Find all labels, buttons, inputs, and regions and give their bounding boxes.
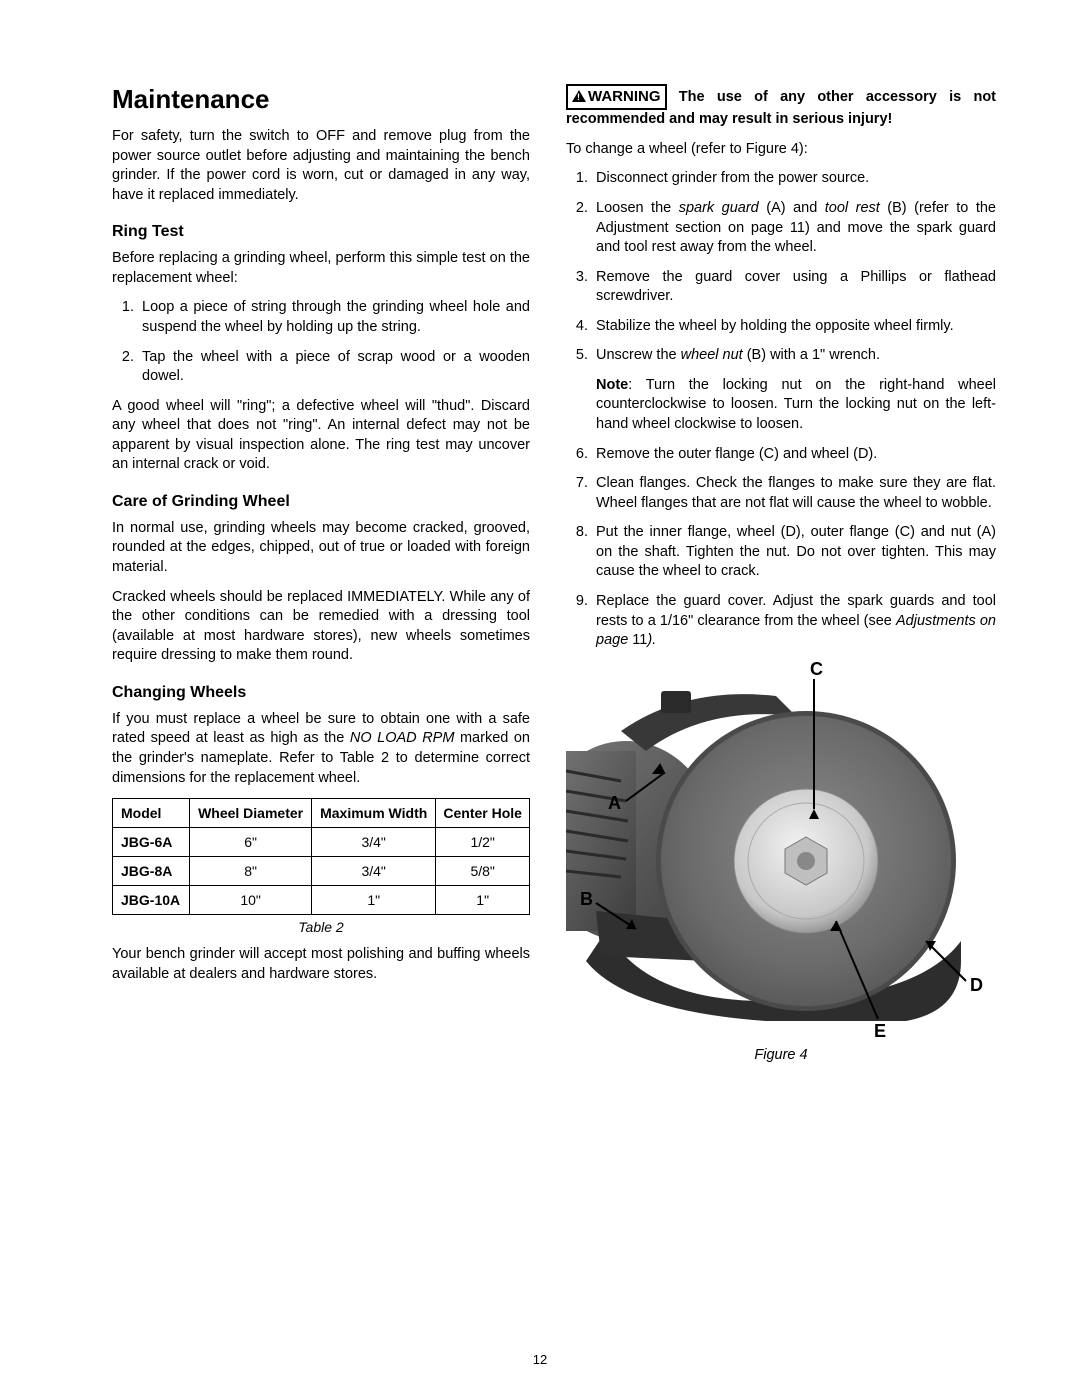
step-8: Put the inner flange, wheel (D), outer f… [592, 523, 996, 582]
spec-table: Model Wheel Diameter Maximum Width Cente… [112, 798, 530, 915]
right-intro: To change a wheel (refer to Figure 4): [566, 140, 996, 160]
label-c: C [810, 661, 823, 679]
label-a: A [608, 793, 621, 813]
table-header-row: Model Wheel Diameter Maximum Width Cente… [113, 799, 530, 828]
warning-icon [572, 90, 586, 102]
ring-p2: A good wheel will "ring"; a defective wh… [112, 397, 530, 475]
step-9: Replace the guard cover. Adjust the spar… [592, 592, 996, 651]
label-d: D [970, 975, 983, 995]
figure-4: C A B D E [566, 661, 996, 1041]
warning-paragraph: WARNING The use of any other accessory i… [566, 84, 996, 130]
ring-li2: Tap the wheel with a piece of scrap wood… [138, 348, 530, 387]
page-number: 12 [0, 1352, 1080, 1367]
ring-p1: Before replacing a grinding wheel, perfo… [112, 249, 530, 288]
table-row: JBG-6A 6" 3/4" 1/2" [113, 828, 530, 857]
label-b: B [580, 889, 593, 909]
step-5: Unscrew the wheel nut (B) with a 1" wren… [592, 346, 996, 434]
step-3: Remove the guard cover using a Phillips … [592, 268, 996, 307]
th-model: Model [113, 799, 190, 828]
care-heading: Care of Grinding Wheel [112, 493, 530, 511]
step-1: Disconnect grinder from the power source… [592, 169, 996, 189]
care-p1: In normal use, grinding wheels may becom… [112, 519, 530, 578]
step-6: Remove the outer flange (C) and wheel (D… [592, 445, 996, 465]
care-p2: Cracked wheels should be replaced IMMEDI… [112, 588, 530, 666]
ring-li1: Loop a piece of string through the grind… [138, 298, 530, 337]
table-row: JBG-10A 10" 1" 1" [113, 886, 530, 915]
step-2: Loosen the spark guard (A) and tool rest… [592, 199, 996, 258]
th-width: Maximum Width [312, 799, 436, 828]
chg-p1: If you must replace a wheel be sure to o… [112, 710, 530, 788]
ring-test-heading: Ring Test [112, 223, 530, 241]
step-4: Stabilize the wheel by holding the oppos… [592, 317, 996, 337]
th-diameter: Wheel Diameter [190, 799, 312, 828]
table-caption: Table 2 [112, 919, 530, 935]
chg-p2: Your bench grinder will accept most poli… [112, 945, 530, 984]
warning-badge: WARNING [566, 84, 667, 110]
table-row: JBG-8A 8" 3/4" 5/8" [113, 857, 530, 886]
chg-heading: Changing Wheels [112, 684, 530, 702]
label-e: E [874, 1021, 886, 1041]
step-7: Clean flanges. Check the flanges to make… [592, 474, 996, 513]
th-hole: Center Hole [436, 799, 530, 828]
figure-caption: Figure 4 [566, 1047, 996, 1063]
intro-para: For safety, turn the switch to OFF and r… [112, 127, 530, 205]
page-title: Maintenance [112, 84, 530, 115]
